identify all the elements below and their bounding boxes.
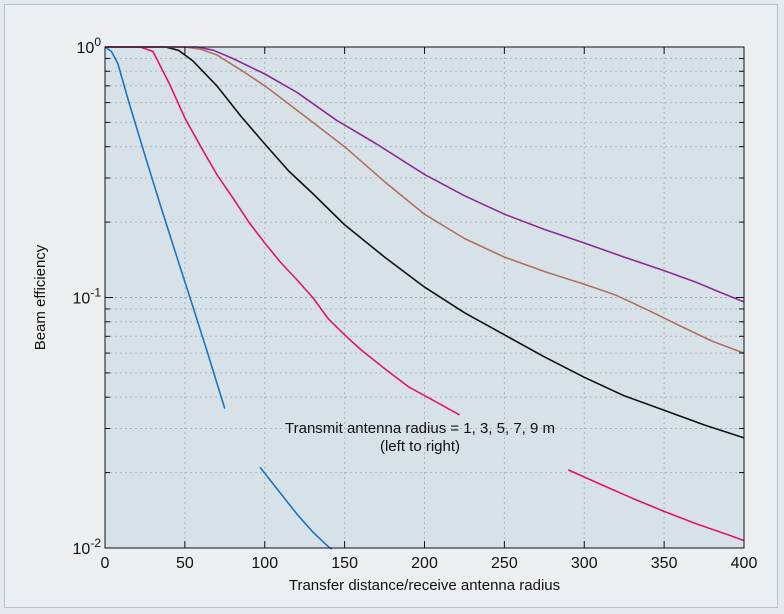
x-tick-label: 250 [491, 555, 518, 572]
x-tick-label: 300 [571, 555, 598, 572]
series-line-3 [105, 46, 745, 439]
grid-lines [105, 47, 744, 548]
x-tick-label: 400 [731, 555, 758, 572]
y-tick-label: 10-2 [73, 536, 102, 558]
annotation-line-2: (left to right) [380, 438, 460, 455]
y-tick-exponent: -1 [90, 286, 101, 300]
x-tick-label: 350 [651, 555, 678, 572]
series-line-4 [105, 46, 745, 354]
x-tick-label: 200 [411, 555, 438, 572]
series-line-2 [105, 46, 460, 416]
x-tick-label: 150 [331, 555, 358, 572]
y-tick-exponent: -2 [90, 536, 101, 550]
y-tick-label: 10-1 [73, 286, 102, 308]
axis-ticks [104, 47, 745, 549]
x-tick-label: 50 [176, 555, 194, 572]
y-tick-base: 10 [73, 541, 91, 558]
y-tick-base: 10 [77, 40, 95, 57]
x-axis-label: Transfer distance/receive antenna radius [289, 577, 560, 594]
beam-efficiency-chart: Transmit antenna radius = 1, 3, 5, 7, 9 … [32, 35, 758, 594]
y-tick-label: 100 [77, 35, 102, 57]
y-axis-label: Beam efficiency [32, 244, 49, 350]
y-tick-exponent: 0 [94, 35, 101, 49]
x-tick-labels: 0 50 100 150 200 250 300 350 400 [101, 555, 758, 572]
annotation: Transmit antenna radius = 1, 3, 5, 7, 9 … [285, 420, 555, 455]
chart-frame: Transmit antenna radius = 1, 3, 5, 7, 9 … [4, 4, 778, 608]
y-tick-base: 10 [73, 291, 91, 308]
series-line-1 [259, 466, 333, 550]
series-line-1 [104, 46, 226, 409]
series-lines [104, 46, 745, 550]
x-tick-label: 100 [251, 555, 278, 572]
series-line-2 [567, 469, 745, 542]
x-tick-label: 0 [101, 555, 110, 572]
annotation-line-1: Transmit antenna radius = 1, 3, 5, 7, 9 … [285, 420, 555, 437]
series-line-5 [105, 46, 745, 303]
